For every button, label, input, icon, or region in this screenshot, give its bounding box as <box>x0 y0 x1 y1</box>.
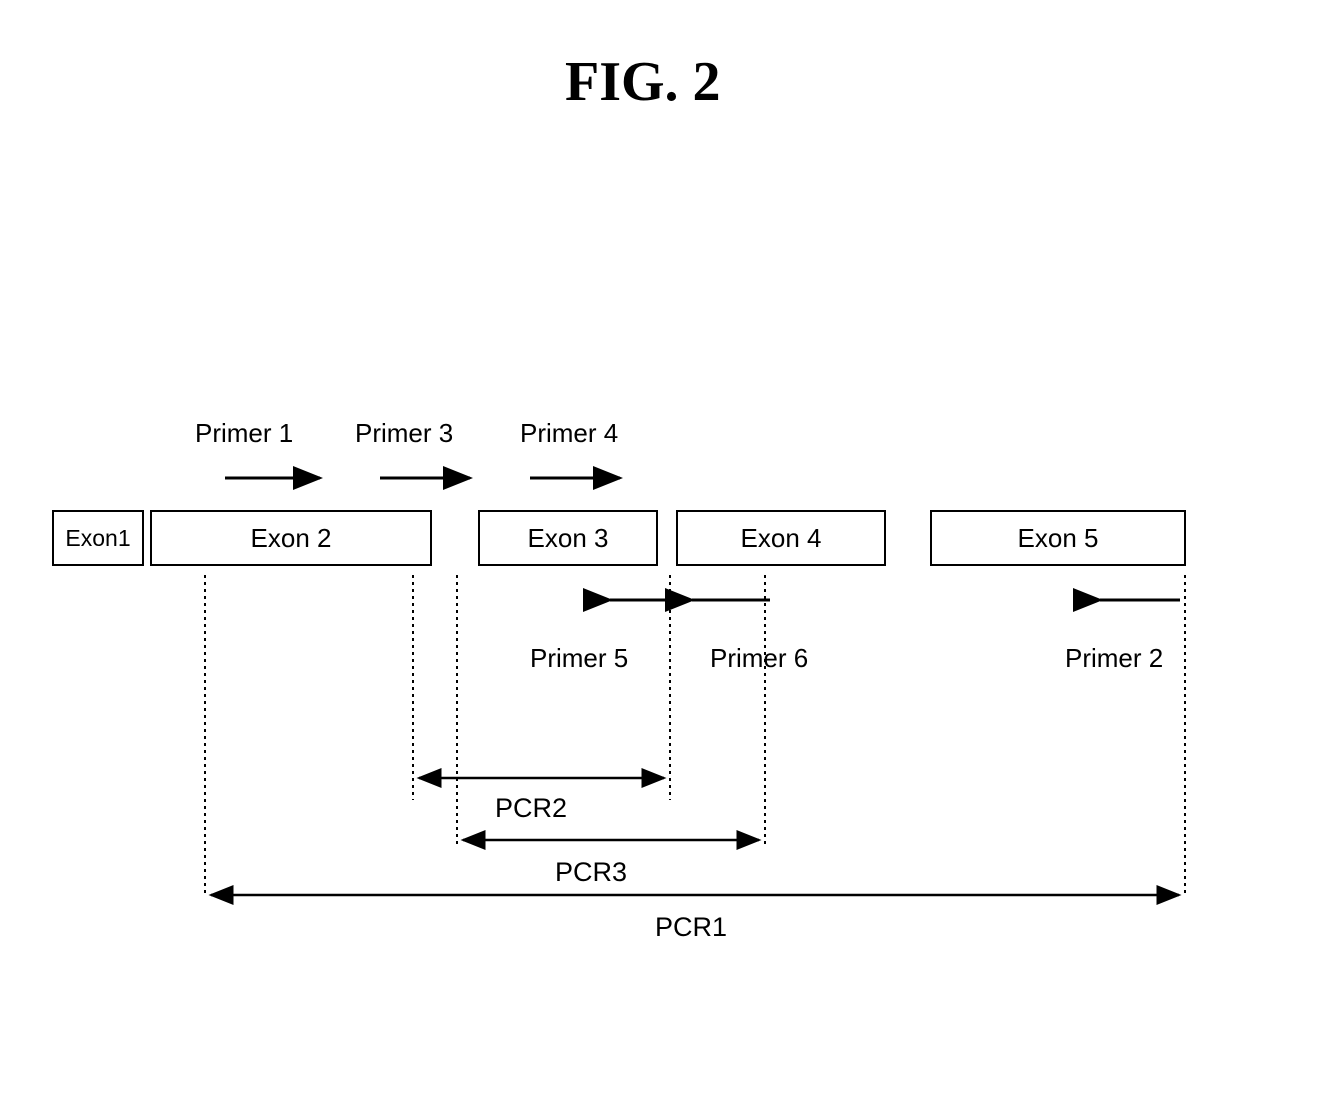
primer-2-label: Primer 2 <box>1065 643 1163 674</box>
exon-3-label: Exon 3 <box>528 523 609 554</box>
exon-4-label: Exon 4 <box>741 523 822 554</box>
primer-1-label: Primer 1 <box>195 418 293 449</box>
exon-5-label: Exon 5 <box>1018 523 1099 554</box>
pcr2-label: PCR2 <box>495 793 567 824</box>
primer-5-label: Primer 5 <box>530 643 628 674</box>
exon-5-box: Exon 5 <box>930 510 1186 566</box>
primer-6-label: Primer 6 <box>710 643 808 674</box>
primer-3-label: Primer 3 <box>355 418 453 449</box>
exon-2-label: Exon 2 <box>251 523 332 554</box>
figure-title: FIG. 2 <box>565 50 721 114</box>
primer-4-label: Primer 4 <box>520 418 618 449</box>
exon-4-box: Exon 4 <box>676 510 886 566</box>
pcr1-label: PCR1 <box>655 912 727 943</box>
exon-2-box: Exon 2 <box>150 510 432 566</box>
exon-3-box: Exon 3 <box>478 510 658 566</box>
exon-1-box: Exon1 <box>52 510 144 566</box>
exon-1-label: Exon1 <box>65 525 130 552</box>
pcr3-label: PCR3 <box>555 857 627 888</box>
